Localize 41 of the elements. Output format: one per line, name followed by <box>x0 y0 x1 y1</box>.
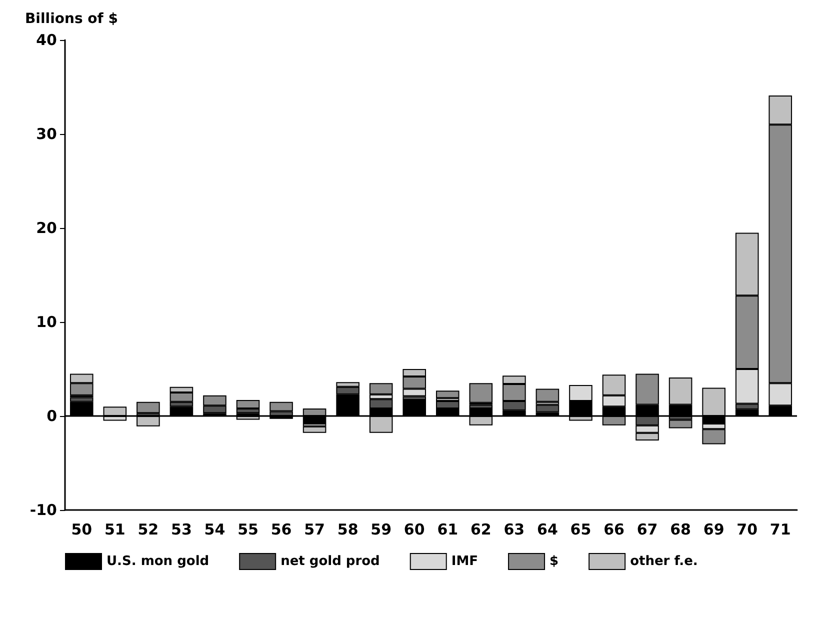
x-tick-label: 55 <box>238 520 258 538</box>
y-tick-label: 20 <box>36 219 57 237</box>
bar <box>536 404 560 412</box>
bar <box>536 388 560 402</box>
legend-label: IMF <box>451 554 478 569</box>
x-tick-label: 71 <box>770 520 791 538</box>
y-tick-label: -10 <box>30 501 57 519</box>
x-tick-label: 59 <box>370 520 392 538</box>
y-tick-label: 0 <box>46 407 57 425</box>
x-tick-label: 65 <box>570 520 592 538</box>
x-tick-label: 61 <box>437 520 458 538</box>
x-tick-label: 69 <box>703 520 724 538</box>
bar <box>270 402 293 412</box>
legend-label: net gold prod <box>280 554 380 569</box>
x-tick-label: 64 <box>537 520 558 538</box>
y-tick-label: 10 <box>36 313 57 331</box>
x-tick-label: 66 <box>604 520 624 538</box>
x-tick-label: 57 <box>304 520 325 538</box>
x-tick-label: 56 <box>270 520 292 538</box>
x-tick-label: 53 <box>171 520 192 538</box>
x-tick-label: 52 <box>138 520 159 538</box>
legend-label: U.S. mon gold <box>106 554 210 569</box>
y-axis-title: Billions of $ <box>25 11 118 27</box>
x-tick-label: 67 <box>636 520 658 538</box>
x-tick-label: 54 <box>204 520 226 538</box>
bar <box>668 420 692 428</box>
bar <box>436 390 460 398</box>
y-tick-label: 30 <box>36 125 57 143</box>
x-tick-label: 50 <box>71 520 92 538</box>
bar <box>136 402 160 414</box>
y-tick-label: 40 <box>36 31 57 49</box>
x-tick-label: 62 <box>470 520 492 538</box>
x-tick-label: 63 <box>504 520 525 538</box>
x-tick-label: 60 <box>404 520 425 538</box>
legend-label: $ <box>550 554 559 569</box>
x-tick-label: 70 <box>736 520 758 538</box>
x-tick-label: 58 <box>337 520 358 538</box>
bar <box>302 426 326 433</box>
x-tick-label: 51 <box>104 520 126 538</box>
x-tick-label: 68 <box>670 520 691 538</box>
legend-label: other f.e. <box>630 554 698 569</box>
